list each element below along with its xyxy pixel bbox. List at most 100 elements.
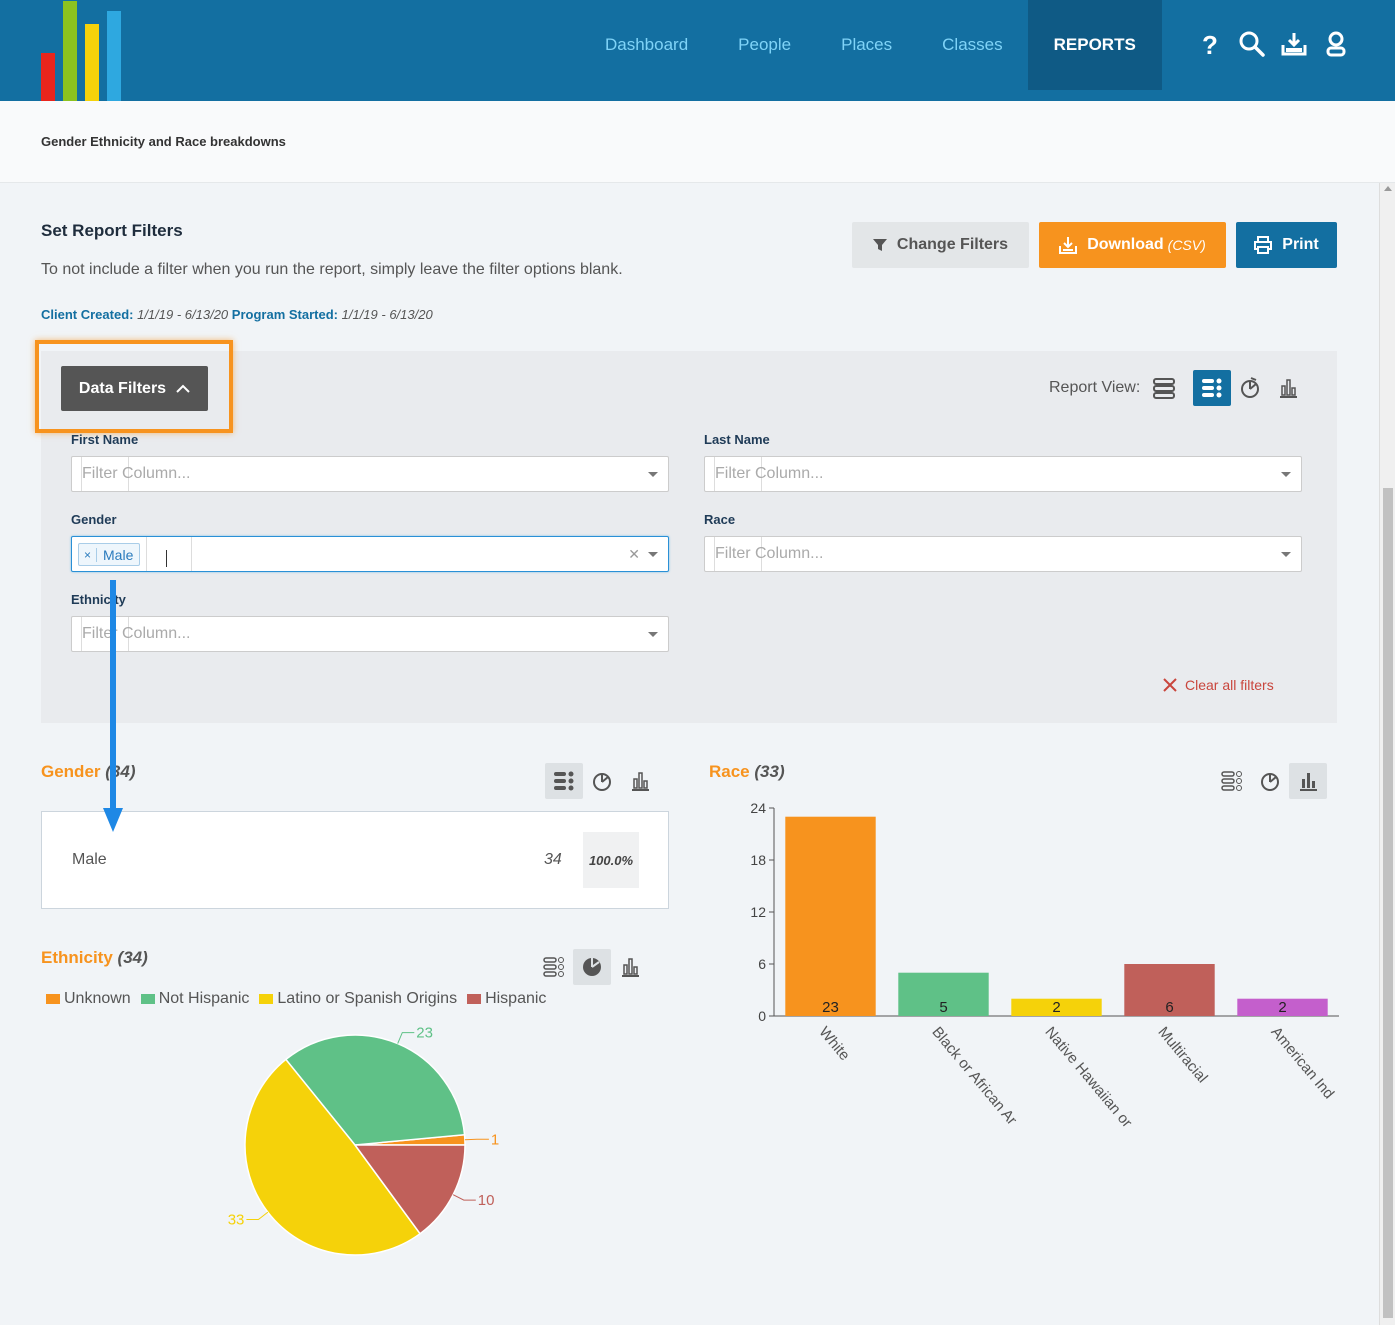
- data-filters-toggle-button[interactable]: Data Filters: [61, 366, 208, 411]
- ethnicity-filter[interactable]: Filter Column...: [71, 616, 669, 652]
- bar[interactable]: [898, 972, 989, 1016]
- remove-tag-icon[interactable]: ×: [79, 547, 98, 562]
- race-filter-label: Race: [704, 512, 736, 527]
- table-view-icon[interactable]: [545, 763, 583, 799]
- race-bar-chart: 0 6 12 18 24 23 White 5 Black or African Ar 2 Nati…: [750, 800, 1339, 1130]
- table-view-icon[interactable]: [535, 949, 573, 985]
- y-tick-label: 12: [750, 904, 766, 920]
- scrollbar-thumb[interactable]: [1383, 488, 1393, 1318]
- scroll-up-arrow-icon[interactable]: [1384, 186, 1392, 191]
- legend-item[interactable]: Hispanic: [467, 990, 546, 1008]
- race-placeholder: Filter Column...: [715, 545, 824, 562]
- first-name-filter[interactable]: Filter Column...: [71, 456, 669, 492]
- legend-item[interactable]: Latino or Spanish Origins: [259, 990, 457, 1008]
- page-scrollbar[interactable]: [1379, 183, 1395, 1325]
- pie-chart-view-icon[interactable]: [573, 949, 611, 985]
- bar-value-label: 5: [939, 999, 947, 1016]
- user-icon[interactable]: [1322, 28, 1350, 60]
- text-cursor: [166, 550, 167, 567]
- pie-label-connector: [397, 1032, 415, 1044]
- bar-chart-view-icon[interactable]: [1269, 370, 1307, 406]
- gender-filter-label: Gender: [71, 512, 117, 527]
- race-filter[interactable]: Filter Column...: [704, 536, 1302, 572]
- dropdown-caret-icon[interactable]: [648, 472, 658, 477]
- bar[interactable]: [1011, 998, 1102, 1016]
- pie-data-label: 1: [491, 1131, 499, 1148]
- bar[interactable]: [1237, 998, 1328, 1016]
- gender-row-label: Male: [72, 851, 107, 868]
- bar-value-label: 2: [1278, 999, 1286, 1016]
- app-logo[interactable]: [41, 0, 123, 101]
- clear-selection-icon[interactable]: ✕: [628, 546, 640, 562]
- pie-slice[interactable]: [284, 1034, 466, 1146]
- last-name-filter[interactable]: Filter Column...: [704, 456, 1302, 492]
- gender-tag: × Male: [78, 543, 141, 566]
- chevron-up-icon: [176, 384, 190, 393]
- bar-chart-view-icon[interactable]: [1289, 763, 1327, 799]
- report-view-label: Report View:: [1049, 379, 1141, 396]
- download-tray-icon[interactable]: [1280, 28, 1308, 60]
- x-tick-label: Black or African Ar: [928, 1024, 1020, 1129]
- nav-icons: ?: [1196, 28, 1350, 60]
- download-csv-button[interactable]: Download (CSV): [1039, 222, 1226, 268]
- data-filters-highlight: [35, 340, 233, 433]
- bar-chart-view-icon[interactable]: [621, 763, 659, 799]
- pie-chart-view-icon[interactable]: [1231, 370, 1269, 406]
- race-section-title: Race (33): [709, 762, 785, 782]
- ethnicity-view-switcher: [535, 949, 649, 985]
- table-view-icon[interactable]: [1213, 763, 1251, 799]
- page-subtitle: Gender Ethnicity and Race breakdowns: [41, 134, 286, 149]
- print-button[interactable]: Print: [1236, 222, 1337, 268]
- legend-swatch: [46, 994, 60, 1004]
- pie-slice[interactable]: [244, 1058, 422, 1256]
- legend-item[interactable]: Unknown: [46, 990, 131, 1008]
- legend-item[interactable]: Not Hispanic: [140, 990, 250, 1008]
- bar-chart-view-icon[interactable]: [611, 949, 649, 985]
- legend-label: Not Hispanic: [158, 990, 250, 1007]
- dropdown-caret-icon[interactable]: [648, 552, 658, 557]
- change-filters-button[interactable]: Change Filters: [852, 222, 1029, 268]
- date-ranges: Client Created: 1/1/19 - 6/13/20 Program…: [41, 307, 433, 322]
- nav-classes[interactable]: Classes: [942, 35, 1003, 54]
- input-divider: [146, 537, 192, 571]
- bar-value-label: 6: [1165, 999, 1173, 1016]
- input-divider: [81, 457, 129, 491]
- table-view-icon[interactable]: [1193, 370, 1231, 406]
- x-tick-label: Multiracial: [1154, 1024, 1210, 1087]
- stacked-list-view-icon[interactable]: [1145, 370, 1183, 406]
- client-created-value: 1/1/19 - 6/13/20: [137, 307, 229, 322]
- ethnicity-placeholder: Filter Column...: [82, 625, 191, 642]
- annotation-arrow: [103, 580, 123, 832]
- gender-row-count: 34: [544, 851, 562, 868]
- svg-text:?: ?: [1202, 31, 1218, 57]
- dropdown-caret-icon[interactable]: [1281, 552, 1291, 557]
- bar[interactable]: [1124, 964, 1215, 1016]
- pie-chart-view-icon[interactable]: [583, 763, 621, 799]
- nav-reports[interactable]: REPORTS: [1027, 0, 1162, 90]
- help-icon[interactable]: ?: [1196, 28, 1224, 60]
- pie-chart-view-icon[interactable]: [1251, 763, 1289, 799]
- nav-people[interactable]: People: [738, 35, 792, 54]
- dropdown-caret-icon[interactable]: [648, 632, 658, 637]
- gender-row-percent: 100.0%: [583, 832, 639, 888]
- dropdown-caret-icon[interactable]: [1281, 472, 1291, 477]
- main-nav: Dashboard People Places Classes REPORTS: [580, 0, 1162, 90]
- gender-tag-value: Male: [103, 546, 134, 563]
- nav-places[interactable]: Places: [841, 35, 893, 54]
- close-icon: [1163, 678, 1177, 692]
- legend-label: Hispanic: [485, 990, 547, 1007]
- ethnicity-title: Ethnicity: [41, 948, 113, 967]
- last-name-placeholder: Filter Column...: [715, 465, 824, 482]
- nav-dashboard[interactable]: Dashboard: [605, 35, 689, 54]
- ethnicity-count: (34): [117, 948, 148, 967]
- clear-all-filters-link[interactable]: Clear all filters: [1163, 677, 1274, 693]
- bar[interactable]: [785, 816, 876, 1016]
- filter-icon: [872, 239, 887, 251]
- program-started-value: 1/1/19 - 6/13/20: [341, 307, 433, 322]
- download-icon: [1059, 237, 1078, 254]
- gender-filter[interactable]: × Male ✕: [71, 536, 669, 572]
- search-icon[interactable]: [1238, 28, 1266, 60]
- bar-value-label: 23: [822, 999, 839, 1016]
- ethnicity-pie-chart: 1 23 33 10: [228, 1025, 499, 1256]
- y-tick-label: 0: [758, 1008, 766, 1024]
